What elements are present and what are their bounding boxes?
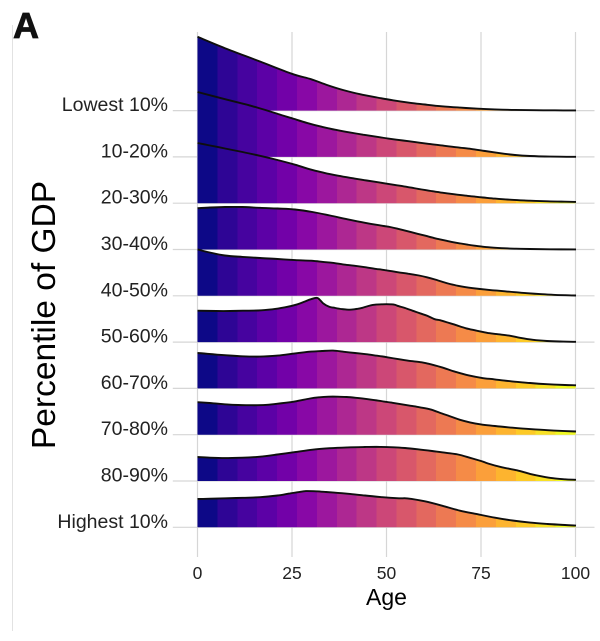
svg-text:100: 100 — [561, 563, 590, 583]
svg-text:70-80%: 70-80% — [101, 418, 168, 440]
svg-text:40-50%: 40-50% — [101, 279, 168, 301]
svg-text:30-40%: 30-40% — [101, 233, 168, 255]
svg-text:0: 0 — [193, 563, 203, 583]
svg-text:80-90%: 80-90% — [101, 465, 168, 487]
svg-text:Percentile of GDP: Percentile of GDP — [26, 181, 63, 449]
svg-text:75: 75 — [471, 563, 490, 583]
svg-text:10-20%: 10-20% — [101, 140, 168, 162]
svg-text:25: 25 — [282, 563, 301, 583]
svg-text:60-70%: 60-70% — [101, 372, 168, 394]
svg-text:20-30%: 20-30% — [101, 187, 168, 209]
svg-text:Highest 10%: Highest 10% — [57, 511, 168, 533]
svg-text:50: 50 — [377, 563, 397, 583]
svg-text:Lowest 10%: Lowest 10% — [62, 94, 168, 116]
svg-text:50-60%: 50-60% — [101, 326, 168, 348]
svg-text:Age: Age — [366, 584, 407, 610]
svg-text:A: A — [13, 5, 39, 46]
